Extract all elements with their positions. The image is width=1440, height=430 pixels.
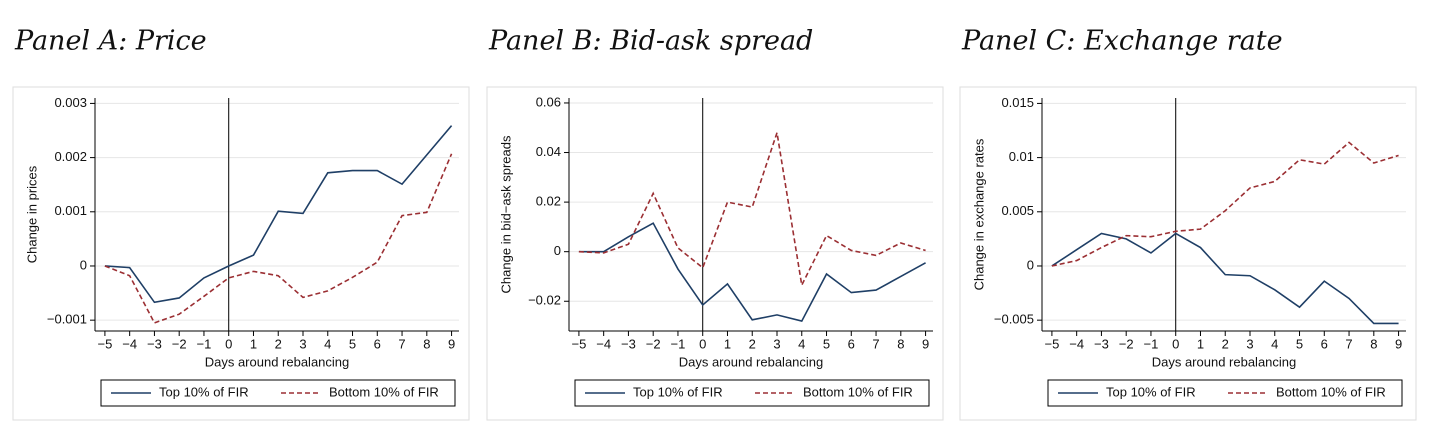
legend-box	[100, 379, 456, 407]
x-tick-label: 7	[872, 336, 879, 351]
series-line	[104, 125, 453, 304]
panel-frame	[959, 86, 1417, 421]
x-tick-label: −2	[1119, 336, 1134, 351]
x-tick-label: 4	[798, 336, 805, 351]
x-tick-label: −4	[1069, 336, 1084, 351]
y-tick-label: 0.001	[54, 203, 87, 218]
x-tick-label: 3	[1246, 336, 1253, 351]
y-tick-label: 0.02	[536, 194, 561, 209]
y-tick-label: 0.01	[1009, 149, 1034, 164]
x-tick-label: 2	[275, 336, 282, 351]
y-tick-label: 0	[554, 243, 561, 258]
legend-label: Bottom 10% of FIR	[329, 384, 439, 399]
x-tick-label: −4	[596, 336, 611, 351]
y-axis-label: Change in prices	[24, 165, 39, 263]
series-line	[578, 222, 926, 323]
y-tick-label: 0.005	[1001, 203, 1034, 218]
x-tick-label: 3	[773, 336, 780, 351]
x-tick-label: 9	[922, 336, 929, 351]
legend-box	[1047, 379, 1403, 407]
x-tick-label: 7	[398, 336, 405, 351]
y-tick-label: 0.015	[1001, 95, 1034, 110]
x-tick-label: −4	[122, 336, 137, 351]
x-tick-label: −3	[1094, 336, 1109, 351]
x-tick-label: 9	[1395, 336, 1402, 351]
x-tick-label: 9	[448, 336, 455, 351]
x-tick-label: −1	[197, 336, 212, 351]
legend-label: Bottom 10% of FIR	[803, 384, 913, 399]
x-tick-label: 1	[250, 336, 257, 351]
x-tick-label: 6	[1321, 336, 1328, 351]
legend-label: Top 10% of FIR	[633, 384, 723, 399]
panel-title: Panel C: Exchange rate	[961, 26, 1283, 57]
legend-label: Bottom 10% of FIR	[1276, 384, 1386, 399]
x-tick-label: 6	[848, 336, 855, 351]
legend-label: Top 10% of FIR	[1106, 384, 1196, 399]
x-axis-label: Days around rebalancing	[679, 354, 824, 369]
y-tick-label: 0.002	[54, 149, 87, 164]
x-tick-label: 8	[1370, 336, 1377, 351]
y-tick-label: 0	[80, 257, 87, 272]
x-axis-label: Days around rebalancing	[1152, 354, 1297, 369]
series-line	[1051, 141, 1399, 267]
x-tick-label: 5	[349, 336, 356, 351]
x-tick-label: 4	[324, 336, 331, 351]
x-tick-label: 8	[897, 336, 904, 351]
x-tick-label: 0	[1172, 336, 1179, 351]
x-tick-label: 0	[225, 336, 232, 351]
panel-title: Panel B: Bid-ask spread	[488, 26, 813, 57]
x-tick-label: −5	[1044, 336, 1059, 351]
x-tick-label: 2	[749, 336, 756, 351]
x-tick-label: −2	[646, 336, 661, 351]
y-tick-label: −0.005	[994, 312, 1034, 327]
x-tick-label: 5	[823, 336, 830, 351]
x-tick-label: 7	[1345, 336, 1352, 351]
x-tick-label: 0	[699, 336, 706, 351]
x-tick-label: −3	[621, 336, 636, 351]
y-axis-label: Change in bid−ask spreads	[498, 135, 513, 293]
x-tick-label: −3	[147, 336, 162, 351]
panel-frame	[12, 86, 470, 421]
series-line	[104, 153, 453, 324]
series-line	[578, 132, 926, 288]
y-tick-label: −0.02	[528, 293, 561, 308]
series-line	[1051, 232, 1399, 325]
x-tick-label: −2	[172, 336, 187, 351]
x-tick-label: −5	[97, 336, 112, 351]
x-tick-label: 1	[724, 336, 731, 351]
x-tick-label: 4	[1271, 336, 1278, 351]
x-tick-label: 2	[1222, 336, 1229, 351]
x-tick-label: 1	[1197, 336, 1204, 351]
y-tick-label: 0.06	[536, 94, 561, 109]
y-tick-label: −0.001	[47, 312, 87, 327]
legend-box	[574, 379, 930, 407]
legend-label: Top 10% of FIR	[159, 384, 249, 399]
x-axis-label: Days around rebalancing	[205, 354, 350, 369]
y-axis-label: Change in exchange rates	[971, 138, 986, 290]
x-tick-label: 3	[299, 336, 306, 351]
x-tick-label: −5	[571, 336, 586, 351]
y-tick-label: 0	[1027, 257, 1034, 272]
x-tick-label: 6	[374, 336, 381, 351]
panel-title: Panel A: Price	[14, 26, 207, 57]
x-tick-label: −1	[1144, 336, 1159, 351]
x-tick-label: 5	[1296, 336, 1303, 351]
x-tick-label: 8	[423, 336, 430, 351]
y-tick-label: 0.04	[536, 144, 561, 159]
y-tick-label: 0.003	[54, 95, 87, 110]
x-tick-label: −1	[671, 336, 686, 351]
panel-frame	[486, 86, 944, 421]
